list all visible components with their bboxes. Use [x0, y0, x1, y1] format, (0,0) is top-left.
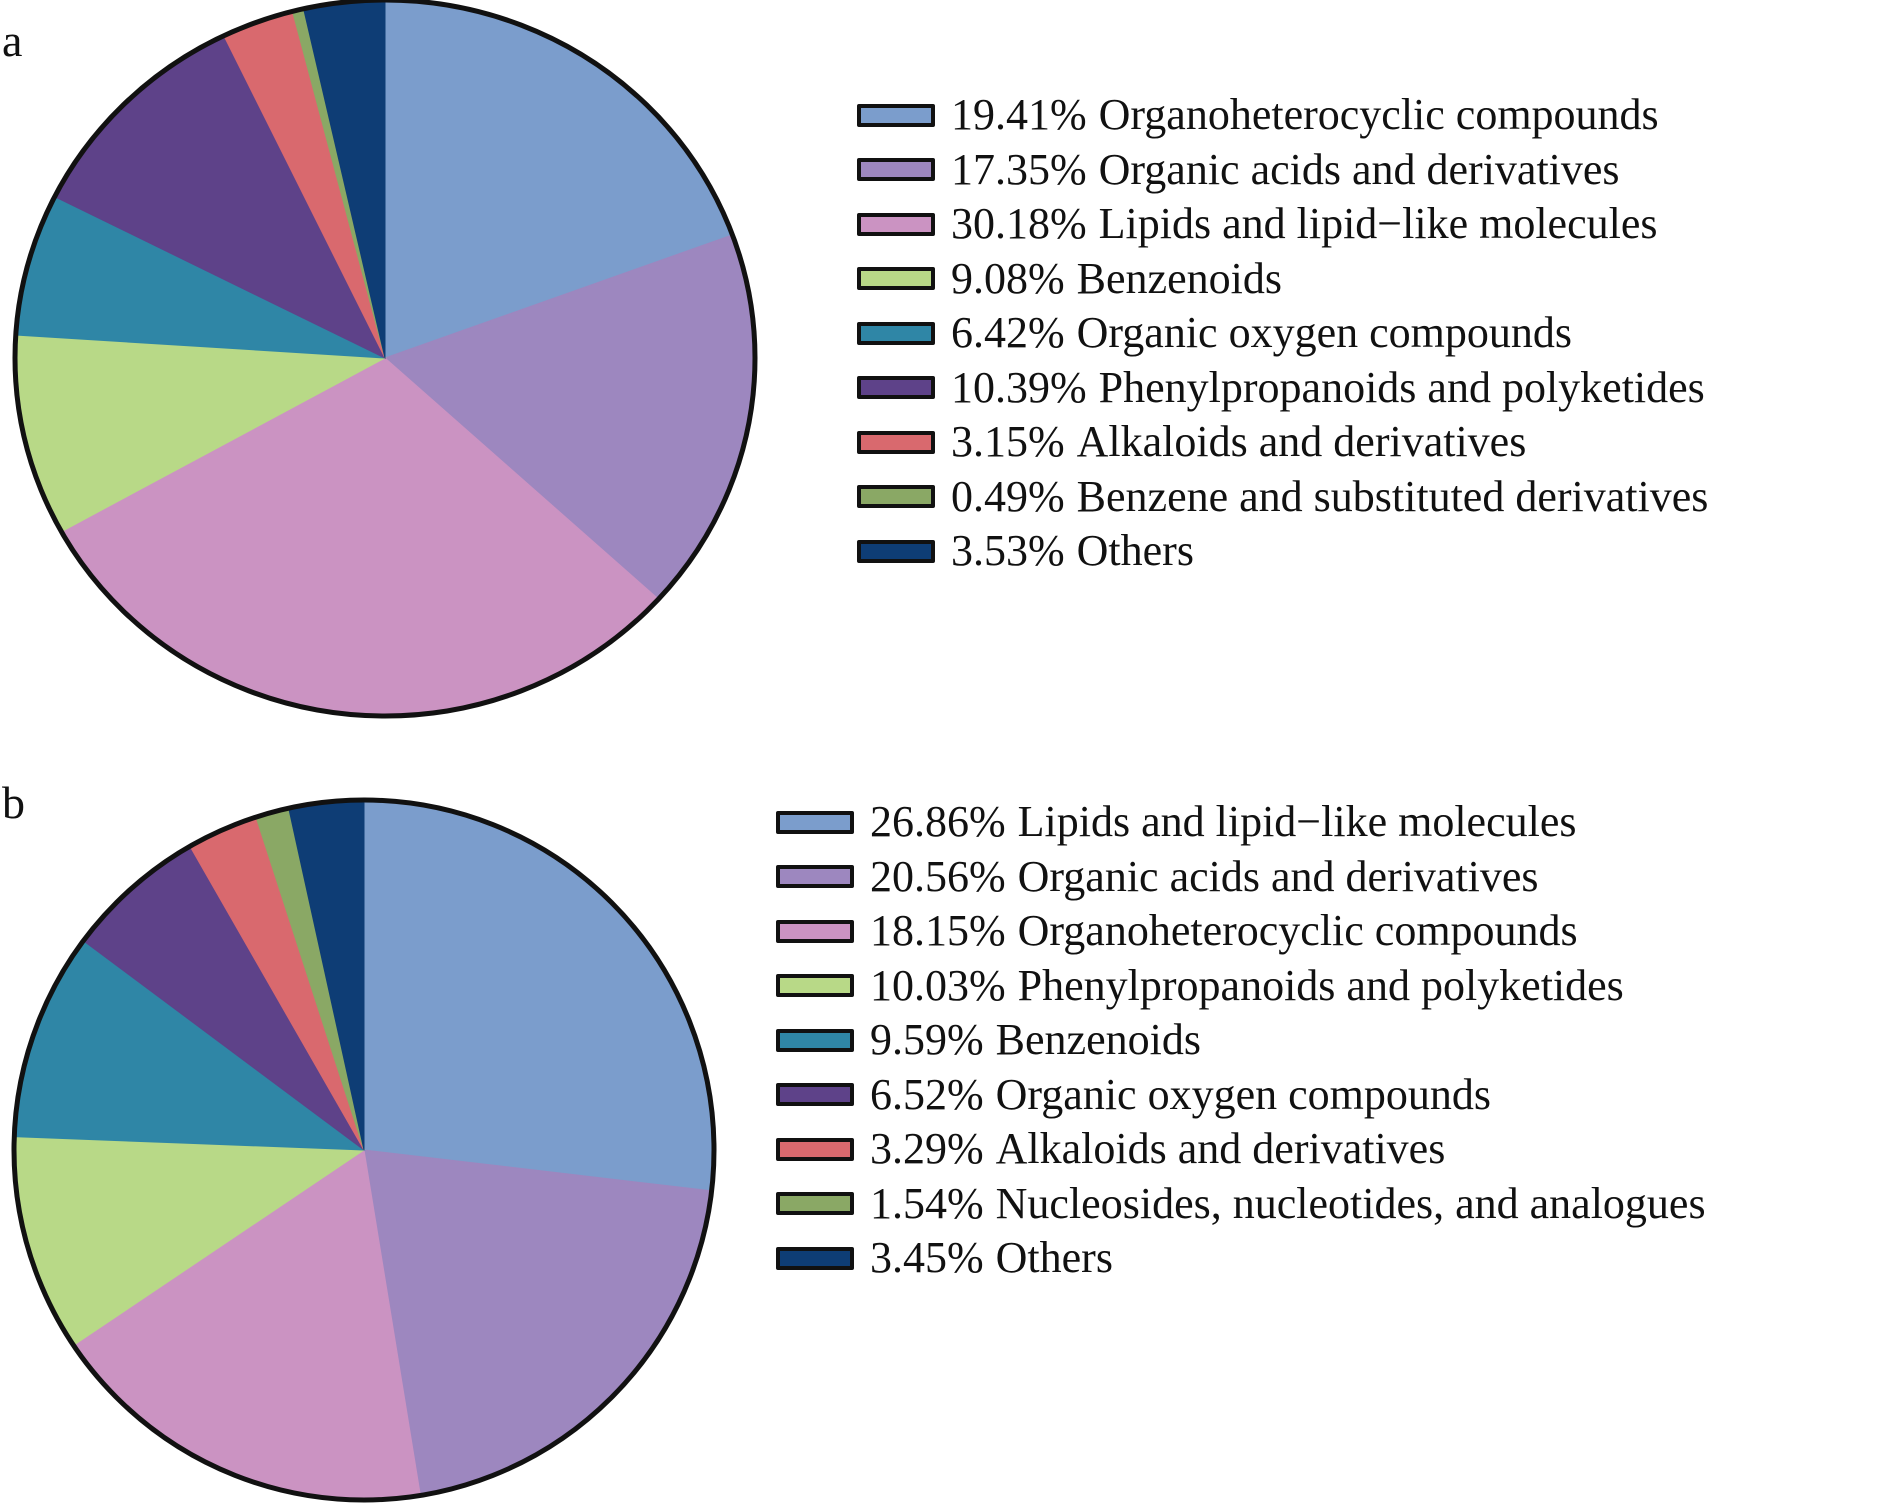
pie-a-outline [12, 0, 758, 719]
legend-b-swatch-0 [776, 810, 854, 834]
legend-a-label-8: Others [1076, 526, 1194, 575]
legend-b-pct-7: 1.54% [870, 1178, 984, 1228]
legend-b-item-7: 1.54% Nucleosides, nucleotides, and analo… [776, 1177, 1706, 1232]
legend-a-item-5: 10.39% Phenylpropanoids and polyketides [857, 361, 1708, 416]
legend-b-pct-3: 10.03% [870, 960, 1006, 1010]
legend-b-label-7: Nucleosides, nucleotides, and analogues [995, 1178, 1706, 1228]
legend-a-pct-4: 6.42% [951, 308, 1065, 357]
pie-b-slice-0 [363, 799, 715, 1192]
legend-b-swatch-3 [776, 974, 854, 998]
legend-a-swatch-3 [857, 267, 935, 291]
legend-a-pct-7: 0.49% [951, 471, 1065, 521]
pie-b-slice-1 [363, 1149, 713, 1497]
panel-label-b: b [2, 777, 25, 828]
legend-b-label-4: Benzenoids [995, 1015, 1201, 1064]
legend-a-swatch-1 [857, 158, 935, 182]
legend-a-item-1: 17.35% Organic acids and derivatives [857, 143, 1708, 198]
legend-b-item-1: 20.56% Organic acids and derivatives [776, 850, 1706, 905]
legend-b-label-5: Organic oxygen compounds [995, 1069, 1491, 1119]
legend-b: 26.86% Lipids and lipid−like molecules 20.… [776, 795, 1706, 1286]
legend-b-label-6: Alkaloids and derivatives [995, 1124, 1446, 1173]
legend-a-pct-1: 17.35% [951, 144, 1087, 194]
pie-chart-a [12, 0, 758, 719]
legend-b-pct-5: 6.52% [870, 1069, 984, 1119]
legend-b-swatch-2 [776, 919, 854, 943]
legend-a-pct-6: 3.15% [951, 417, 1065, 466]
legend-a-item-7: 0.49% Benzene and substituted derivatives [857, 470, 1708, 525]
legend-b-swatch-7 [776, 1192, 854, 1216]
legend-b-pct-8: 3.45% [870, 1233, 984, 1282]
legend-b-swatch-4 [776, 1028, 854, 1052]
legend-a-label-4: Organic oxygen compounds [1076, 308, 1572, 357]
legend-a-item-8: 3.53% Others [857, 524, 1708, 579]
pie-b-outline [11, 797, 717, 1503]
legend-b-pct-6: 3.29% [870, 1124, 984, 1173]
legend-a-item-2: 30.18% Lipids and lipid−like molecules [857, 197, 1708, 252]
legend-a-label-3: Benzenoids [1076, 253, 1282, 303]
legend-b-label-8: Others [995, 1233, 1113, 1282]
legend-a-pct-0: 19.41% [951, 90, 1087, 139]
chart-panel-b: b 26.86% Lipids and lipid−like molecules 2… [0, 752, 1890, 1504]
legend-b-swatch-6 [776, 1137, 854, 1161]
legend-a-item-6: 3.15% Alkaloids and derivatives [857, 415, 1708, 470]
legend-b-swatch-8 [776, 1246, 854, 1270]
legend-a-pct-8: 3.53% [951, 526, 1065, 575]
legend-a-label-2: Lipids and lipid−like molecules [1098, 199, 1658, 248]
legend-a-label-0: Organoheterocyclic compounds [1098, 90, 1659, 139]
legend-a-swatch-0 [857, 103, 935, 127]
legend-b-label-0: Lipids and lipid−like molecules [1017, 797, 1577, 846]
legend-a-item-4: 6.42% Organic oxygen compounds [857, 306, 1708, 361]
legend-a-swatch-2 [857, 212, 935, 236]
legend-b-item-4: 9.59% Benzenoids [776, 1013, 1706, 1068]
legend-b-swatch-5 [776, 1083, 854, 1107]
legend-a-swatch-7 [857, 485, 935, 509]
legend-a: 19.41% Organoheterocyclic compounds 17.35%… [857, 88, 1708, 579]
legend-b-label-3: Phenylpropanoids and polyketides [1017, 960, 1624, 1010]
legend-a-swatch-6 [857, 430, 935, 454]
legend-b-label-1: Organic acids and derivatives [1017, 851, 1539, 901]
legend-a-swatch-8 [857, 539, 935, 563]
legend-b-item-2: 18.15% Organoheterocyclic compounds [776, 904, 1706, 959]
legend-b-pct-0: 26.86% [870, 797, 1006, 846]
legend-b-swatch-1 [776, 865, 854, 889]
legend-a-pct-3: 9.08% [951, 253, 1065, 303]
chart-panel-a: a 19.41% Organoheterocyclic compounds 17.3… [0, 0, 1890, 752]
panel-label-a: a [2, 15, 23, 66]
legend-a-label-5: Phenylpropanoids and polyketides [1098, 362, 1705, 412]
legend-a-label-7: Benzene and substituted derivatives [1076, 471, 1709, 521]
legend-a-item-0: 19.41% Organoheterocyclic compounds [857, 88, 1708, 143]
legend-b-item-3: 10.03% Phenylpropanoids and polyketides [776, 959, 1706, 1014]
legend-b-pct-4: 9.59% [870, 1015, 984, 1064]
legend-b-item-5: 6.52% Organic oxygen compounds [776, 1068, 1706, 1123]
legend-a-swatch-4 [857, 321, 935, 345]
legend-b-item-0: 26.86% Lipids and lipid−like molecules [776, 795, 1706, 850]
legend-a-label-6: Alkaloids and derivatives [1076, 417, 1527, 466]
legend-a-pct-5: 10.39% [951, 362, 1087, 412]
legend-b-item-8: 3.45% Others [776, 1231, 1706, 1286]
legend-a-swatch-5 [857, 376, 935, 400]
legend-a-pct-2: 30.18% [951, 199, 1087, 248]
pie-chart-b [11, 797, 717, 1503]
legend-a-item-3: 9.08% Benzenoids [857, 252, 1708, 307]
legend-b-label-2: Organoheterocyclic compounds [1017, 906, 1578, 955]
legend-b-pct-1: 20.56% [870, 851, 1006, 901]
legend-b-item-6: 3.29% Alkaloids and derivatives [776, 1122, 1706, 1177]
legend-b-pct-2: 18.15% [870, 906, 1006, 955]
legend-a-label-1: Organic acids and derivatives [1098, 144, 1620, 194]
